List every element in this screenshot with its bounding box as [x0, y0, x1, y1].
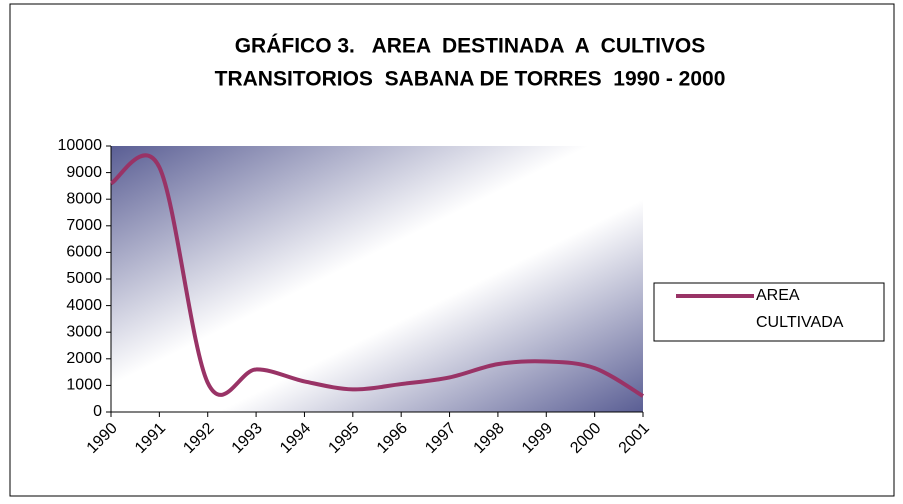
legend: AREA CULTIVADA	[653, 282, 885, 342]
chart-title: TRANSITORIOS SABANA DE TORRES 1990 - 200…	[215, 68, 726, 91]
y-tick-label: 4000	[66, 297, 102, 314]
legend-label: AREA CULTIVADA	[756, 287, 844, 331]
y-tick-label: 5000	[66, 270, 102, 287]
y-tick-label: 2000	[66, 350, 102, 367]
y-tick-label: 8000	[66, 190, 102, 207]
y-tick-label: 0	[93, 403, 102, 420]
y-tick-label: 10000	[58, 137, 103, 154]
legend-box	[653, 282, 885, 342]
y-tick-label: 1000	[66, 377, 102, 394]
legend-label-box: AREA CULTIVADA	[756, 287, 844, 331]
plot-area	[111, 146, 643, 412]
y-tick-label: 3000	[66, 323, 102, 340]
data-line	[109, 153, 645, 398]
y-tick-label: 7000	[66, 217, 102, 234]
y-tick-label: 9000	[66, 164, 102, 181]
y-tick-label: 6000	[66, 244, 102, 261]
chart-title: GRÁFICO 3. AREA DESTINADA A CULTIVOS	[235, 35, 706, 58]
